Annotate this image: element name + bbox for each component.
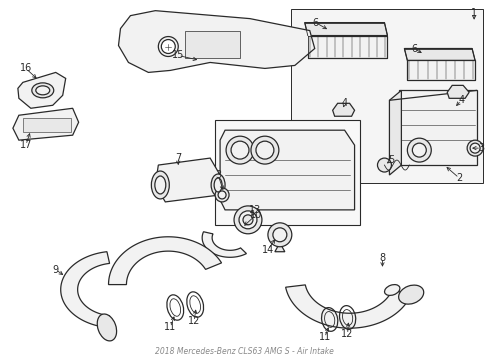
- Ellipse shape: [211, 174, 224, 196]
- Circle shape: [243, 215, 252, 225]
- Text: 4: 4: [457, 95, 463, 105]
- Polygon shape: [274, 243, 285, 252]
- Text: 1: 1: [470, 8, 476, 18]
- Ellipse shape: [398, 285, 423, 304]
- Polygon shape: [407, 60, 474, 80]
- Circle shape: [407, 138, 430, 162]
- Circle shape: [466, 140, 482, 156]
- Circle shape: [158, 37, 178, 57]
- Ellipse shape: [384, 285, 399, 296]
- Ellipse shape: [32, 83, 54, 98]
- Circle shape: [250, 136, 278, 164]
- Text: 3: 3: [215, 170, 221, 180]
- Circle shape: [215, 188, 228, 202]
- Text: 3: 3: [477, 143, 483, 153]
- Bar: [23, 118, 71, 132]
- Circle shape: [225, 136, 253, 164]
- Text: 9: 9: [53, 265, 59, 275]
- Text: 5: 5: [387, 155, 394, 165]
- Circle shape: [411, 143, 426, 157]
- Ellipse shape: [214, 178, 222, 192]
- Text: 2: 2: [455, 173, 461, 183]
- Polygon shape: [13, 108, 79, 140]
- Bar: [215, 120, 359, 225]
- Polygon shape: [118, 11, 314, 72]
- Polygon shape: [108, 237, 221, 285]
- Text: 12: 12: [341, 329, 353, 339]
- Bar: [185, 31, 240, 58]
- Polygon shape: [332, 103, 354, 116]
- Circle shape: [267, 223, 291, 247]
- Polygon shape: [399, 90, 476, 165]
- Circle shape: [469, 143, 479, 153]
- Text: 15: 15: [172, 50, 184, 60]
- Circle shape: [255, 141, 273, 159]
- Text: 10: 10: [249, 210, 262, 220]
- Text: 2018 Mercedes-Benz CLS63 AMG S - Air Intake: 2018 Mercedes-Benz CLS63 AMG S - Air Int…: [154, 347, 333, 356]
- Polygon shape: [307, 36, 386, 58]
- Text: 13: 13: [248, 205, 261, 215]
- Polygon shape: [404, 49, 474, 60]
- Polygon shape: [285, 285, 410, 328]
- Text: 7: 7: [175, 153, 181, 163]
- Polygon shape: [220, 130, 354, 210]
- Text: 6: 6: [410, 44, 417, 54]
- Polygon shape: [304, 23, 386, 36]
- Circle shape: [239, 211, 256, 229]
- Text: 11: 11: [318, 332, 330, 342]
- Text: 4: 4: [341, 98, 347, 108]
- Circle shape: [230, 141, 248, 159]
- Ellipse shape: [97, 314, 116, 341]
- Polygon shape: [61, 252, 109, 328]
- Ellipse shape: [155, 176, 165, 194]
- Circle shape: [161, 40, 175, 54]
- Polygon shape: [447, 85, 468, 98]
- Ellipse shape: [36, 86, 50, 95]
- Polygon shape: [388, 90, 401, 175]
- Text: 8: 8: [379, 253, 385, 263]
- Polygon shape: [18, 72, 65, 108]
- Polygon shape: [202, 232, 246, 257]
- Polygon shape: [155, 158, 220, 202]
- Ellipse shape: [151, 171, 169, 199]
- Polygon shape: [388, 90, 476, 100]
- Circle shape: [218, 191, 225, 199]
- Text: 14: 14: [261, 245, 273, 255]
- Text: 6: 6: [312, 18, 318, 28]
- Text: 12: 12: [187, 316, 200, 327]
- Circle shape: [377, 158, 390, 172]
- Text: 11: 11: [164, 323, 176, 332]
- Circle shape: [272, 228, 286, 242]
- Text: 16: 16: [20, 63, 32, 73]
- Text: 17: 17: [20, 140, 32, 150]
- Bar: [290, 9, 482, 183]
- Circle shape: [234, 206, 262, 234]
